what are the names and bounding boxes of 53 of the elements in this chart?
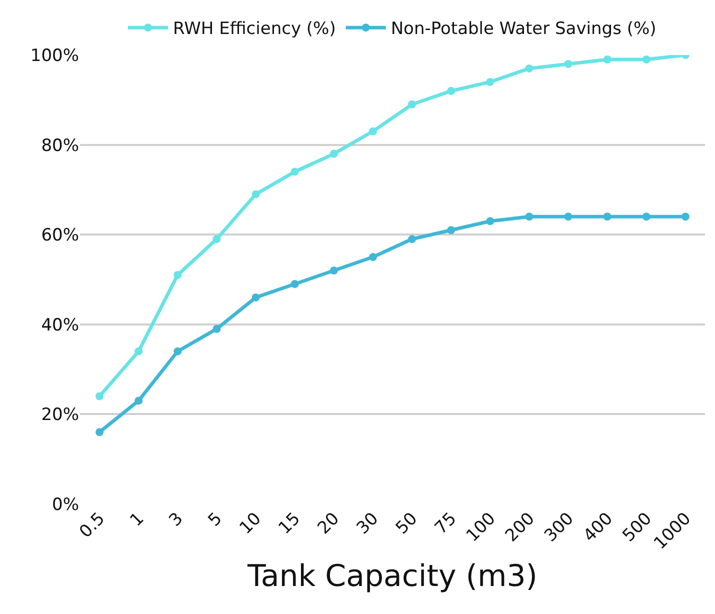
point — [408, 235, 416, 244]
point — [96, 392, 104, 400]
point — [96, 428, 104, 436]
point — [290, 280, 299, 288]
y-tick-label: 80% — [41, 136, 79, 156]
point — [368, 127, 377, 136]
x-tick-label: 200 — [502, 508, 539, 546]
legend-label: Non-Potable Water Savings (%) — [390, 19, 656, 40]
x-axis-title: Tank Capacity (m3) — [246, 559, 538, 594]
x-tick-label: 400 — [580, 508, 617, 546]
x-tick-label: 5 — [204, 508, 226, 531]
x-tick-label: 15 — [274, 508, 304, 538]
point — [408, 100, 416, 108]
point — [134, 347, 143, 356]
point — [564, 212, 572, 221]
point — [368, 253, 377, 262]
point — [212, 324, 221, 333]
point — [134, 396, 143, 405]
y-tick-label: 60% — [41, 226, 79, 246]
point — [330, 150, 338, 158]
point — [330, 266, 338, 275]
x-tick-label: 20 — [314, 508, 344, 538]
point — [447, 86, 456, 95]
x-tick-label: 100 — [462, 508, 500, 546]
point — [212, 235, 221, 244]
point — [252, 190, 260, 198]
point — [290, 168, 299, 176]
x-tick-label: 50 — [392, 508, 422, 538]
y-tick-label: 20% — [41, 405, 79, 426]
x-tick-label: 10 — [236, 508, 266, 538]
point — [525, 64, 534, 72]
y-tick-label: 40% — [41, 315, 79, 336]
y-tick-label: 0% — [52, 494, 79, 515]
point — [252, 293, 260, 302]
y-tick-label: 100% — [30, 46, 79, 66]
point — [174, 347, 182, 356]
point — [447, 226, 456, 234]
point — [642, 55, 650, 64]
x-tick-label: 300 — [540, 508, 578, 546]
point — [486, 78, 494, 86]
point — [603, 212, 612, 221]
point — [681, 212, 690, 221]
point — [525, 212, 534, 221]
point — [603, 55, 612, 64]
point — [486, 217, 494, 226]
x-tick-label: 30 — [353, 508, 383, 538]
point — [564, 60, 572, 68]
legend-label: RWH Efficiency (%) — [173, 19, 336, 40]
x-tick-label: 3 — [165, 508, 188, 531]
x-tick-label: 1 — [126, 508, 148, 531]
point — [642, 212, 650, 221]
point — [174, 271, 182, 280]
x-tick-label: 75 — [431, 508, 461, 538]
